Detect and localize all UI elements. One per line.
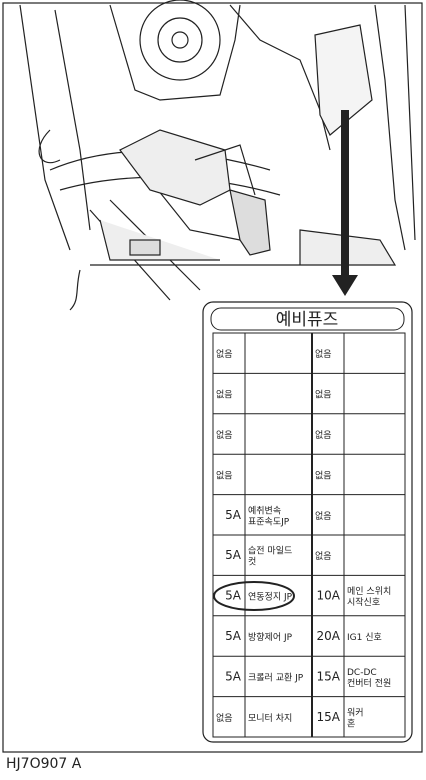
caption: HJ7O907 A bbox=[6, 756, 82, 772]
fuse-rating: 5A bbox=[225, 629, 242, 643]
fuse-name: 방향제어 JP bbox=[248, 631, 293, 643]
fuse-name: 습전 마일드 bbox=[248, 546, 292, 557]
machine-illustration bbox=[19, 0, 416, 311]
arrow bbox=[332, 110, 358, 296]
fuse-empty: 없음 bbox=[216, 470, 233, 481]
fuse-name: DC-DC bbox=[347, 668, 377, 678]
fuse-name: 워커 bbox=[347, 707, 364, 718]
title: 예비퓨즈 bbox=[276, 310, 339, 330]
highlight-circle bbox=[213, 581, 295, 611]
fuse-name: 컷 bbox=[248, 557, 256, 568]
fuse-name: 표준속도JP bbox=[248, 516, 290, 527]
fuse-rating: 20A bbox=[317, 629, 341, 643]
fuse-name: 메인 스위치 bbox=[347, 585, 391, 597]
fuse-name: 혼 bbox=[347, 717, 355, 729]
fuse-empty: 없음 bbox=[315, 511, 332, 522]
fuse-empty: 없음 bbox=[216, 713, 233, 724]
fuse-rating: 10A bbox=[317, 589, 341, 603]
fuse-name: 연동정지 JP bbox=[248, 592, 293, 603]
fuse-empty: 없음 bbox=[315, 470, 332, 481]
fuse-rating: 5A bbox=[225, 508, 242, 522]
fuse-rating: 5A bbox=[225, 548, 242, 562]
fuse-empty: 없음 bbox=[315, 349, 332, 360]
fuse-rating: 5A bbox=[225, 589, 242, 603]
fuse-name: 시작신호 bbox=[347, 597, 380, 608]
fuse-name: IG1 신호 bbox=[347, 632, 382, 643]
fuse-empty: 없음 bbox=[216, 349, 233, 360]
fuse-panel bbox=[202, 301, 413, 743]
fuse-rating: 5A bbox=[225, 669, 242, 683]
fuse-name: 예취변속 bbox=[248, 505, 281, 516]
fuse-name: 모니터 차지 bbox=[248, 712, 292, 724]
fuse-empty: 없음 bbox=[315, 390, 332, 401]
fuse-empty: 없음 bbox=[315, 430, 332, 441]
title-box bbox=[210, 307, 405, 331]
fuse-empty: 없음 bbox=[315, 551, 332, 562]
fuse-empty: 없음 bbox=[216, 390, 233, 401]
fuse-name: 컨버터 전원 bbox=[347, 678, 391, 689]
fuse-rating: 15A bbox=[317, 669, 341, 683]
fuse-name: 크롤러 교환 JP bbox=[248, 671, 304, 683]
fuse-empty: 없음 bbox=[216, 430, 233, 441]
fuse-rating: 15A bbox=[317, 710, 341, 724]
